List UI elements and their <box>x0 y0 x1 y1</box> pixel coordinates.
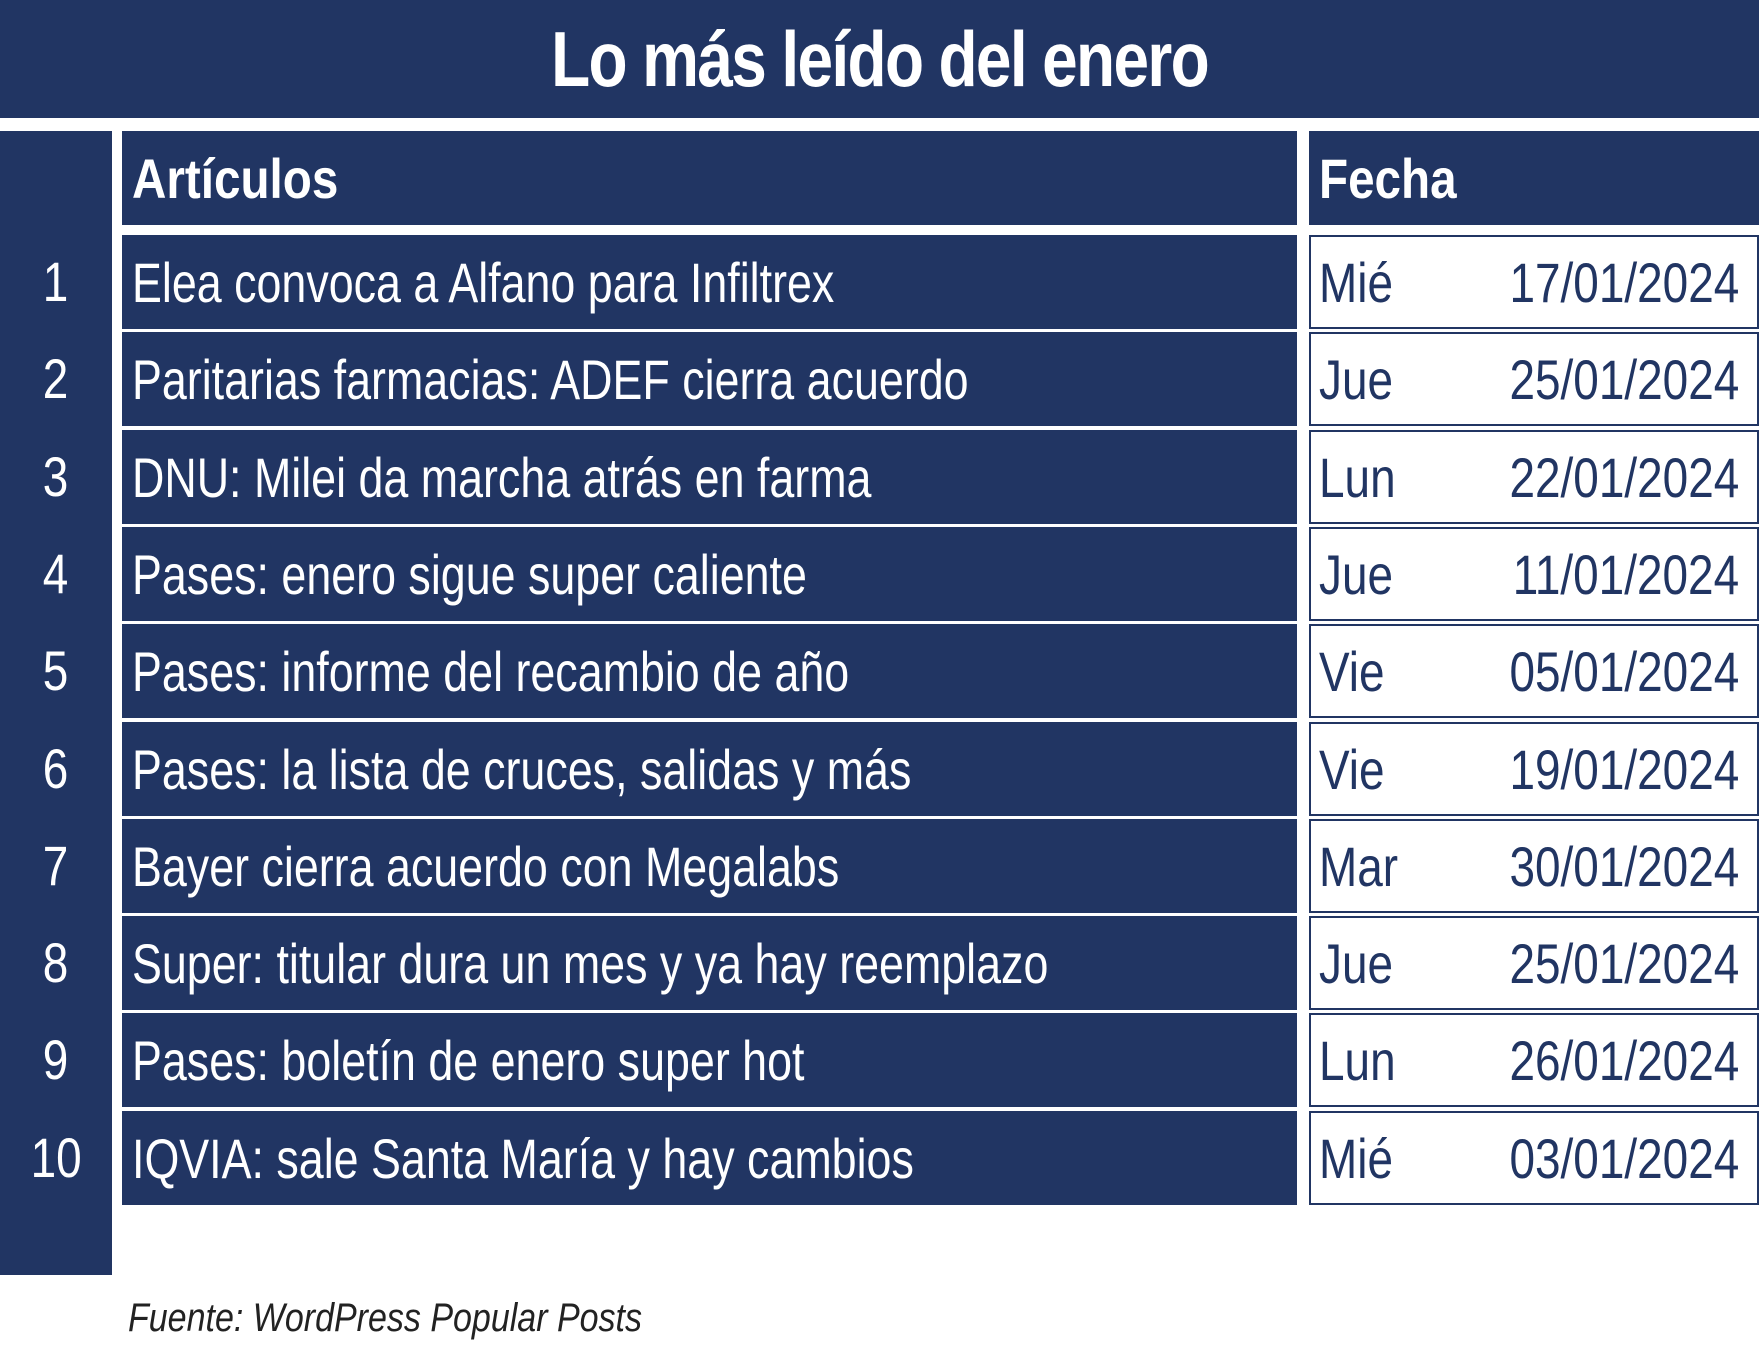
rank-number: 7 <box>43 833 69 897</box>
date-value: 11/01/2024 <box>1512 542 1739 606</box>
article-title-cell[interactable]: Super: titular dura un mes y ya hay reem… <box>122 916 1297 1010</box>
weekday-label: Lun <box>1319 445 1396 509</box>
weekday-label: Vie <box>1319 737 1385 801</box>
date-value: 25/01/2024 <box>1509 931 1739 995</box>
article-title-cell[interactable]: Pases: enero sigue super caliente <box>122 527 1297 621</box>
date-cell: Lun 26/01/2024 <box>1309 1013 1759 1107</box>
date-cell: Jue 25/01/2024 <box>1309 332 1759 426</box>
weekday-label: Mié <box>1319 250 1393 314</box>
rank-column <box>0 131 112 1275</box>
date-value: 26/01/2024 <box>1509 1028 1739 1092</box>
article-title-cell[interactable]: DNU: Milei da marcha atrás en farma <box>122 430 1297 524</box>
date-cell: Mar 30/01/2024 <box>1309 819 1759 913</box>
date-value: 19/01/2024 <box>1509 737 1739 801</box>
rank-number: 3 <box>43 444 69 508</box>
date-cell: Mié 17/01/2024 <box>1309 235 1759 329</box>
article-title-cell[interactable]: Bayer cierra acuerdo con Megalabs <box>122 819 1297 913</box>
weekday-label: Jue <box>1319 347 1394 411</box>
article-title-cell[interactable]: Pases: la lista de cruces, salidas y más <box>122 722 1297 816</box>
page-title-text: Lo más leído del enero <box>550 14 1210 103</box>
rank-number: 1 <box>43 249 69 313</box>
date-value: 22/01/2024 <box>1509 445 1739 509</box>
date-cell: Vie 19/01/2024 <box>1309 722 1759 816</box>
article-title-cell[interactable]: Elea convoca a Alfano para Infiltrex <box>122 235 1297 329</box>
article-title-cell[interactable]: Paritarias farmacias: ADEF cierra acuerd… <box>122 332 1297 426</box>
article-title-cell[interactable]: IQVIA: sale Santa María y hay cambios <box>122 1111 1297 1205</box>
weekday-label: Jue <box>1319 542 1394 606</box>
date-value: 05/01/2024 <box>1509 639 1739 703</box>
rank-number: 6 <box>43 736 69 800</box>
date-cell: Mié 03/01/2024 <box>1309 1111 1759 1205</box>
date-value: 30/01/2024 <box>1509 834 1739 898</box>
weekday-label: Lun <box>1319 1028 1396 1092</box>
weekday-label: Vie <box>1319 639 1385 703</box>
date-value: 03/01/2024 <box>1509 1126 1739 1190</box>
article-title-cell[interactable]: Pases: boletín de enero super hot <box>122 1013 1297 1107</box>
rank-number: 2 <box>43 346 69 410</box>
date-column-header: Fecha <box>1309 131 1759 225</box>
rank-number: 9 <box>43 1027 69 1091</box>
rank-number: 10 <box>30 1125 82 1189</box>
rank-number: 5 <box>43 638 69 702</box>
weekday-label: Mié <box>1319 1126 1393 1190</box>
date-cell: Lun 22/01/2024 <box>1309 430 1759 524</box>
date-cell: Jue 11/01/2024 <box>1309 527 1759 621</box>
weekday-label: Mar <box>1319 834 1399 898</box>
source-note: Fuente: WordPress Popular Posts <box>128 1296 643 1340</box>
page-title: Lo más leído del enero <box>0 0 1759 118</box>
articles-column-header: Artículos <box>122 131 1297 225</box>
date-value: 17/01/2024 <box>1509 250 1739 314</box>
article-title-cell[interactable]: Pases: informe del recambio de año <box>122 624 1297 718</box>
date-value: 25/01/2024 <box>1509 347 1739 411</box>
date-cell: Vie 05/01/2024 <box>1309 624 1759 718</box>
rank-number: 8 <box>43 930 69 994</box>
rank-number: 4 <box>43 541 69 605</box>
weekday-label: Jue <box>1319 931 1394 995</box>
date-cell: Jue 25/01/2024 <box>1309 916 1759 1010</box>
